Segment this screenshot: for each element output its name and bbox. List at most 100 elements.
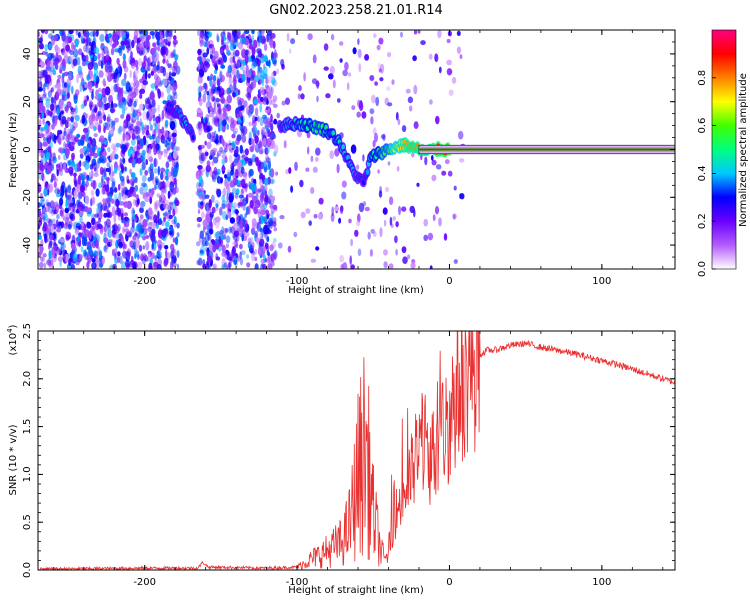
spectrogram-noise-cell [273, 227, 278, 232]
spectrogram-noise-cell [234, 49, 240, 57]
spectrogram-noise-cell [107, 241, 112, 247]
spectrogram-noise-cell [104, 220, 107, 227]
spectrogram-noise-cell [91, 91, 94, 100]
spectrogram-noise-cell [51, 123, 55, 130]
spectrogram-noise-cell [224, 174, 227, 179]
spectrogram-noise-cell [239, 243, 243, 250]
spectrogram-noise-cell [273, 59, 277, 67]
spectrogram-noise-cell [146, 111, 150, 119]
spectrogram-noise-cell [61, 81, 66, 89]
spectrogram-noise-cell [221, 158, 226, 166]
spectrogram-noise-cell [131, 132, 136, 141]
spectrogram-noise-cell [236, 69, 240, 80]
spectrogram-noise-cell [80, 104, 85, 109]
spectrogram-noise-cell [210, 54, 213, 60]
spectrogram-noise-cell [259, 192, 265, 203]
spectrogram-noise-cell [53, 134, 57, 144]
spectrogram-noise-cell [257, 188, 262, 193]
spectrogram-noise-cell [225, 243, 230, 249]
spectrogram-noise-cell [234, 159, 238, 165]
spectrogram-noise-cell [459, 193, 465, 200]
spectrogram-noise-cell [144, 124, 148, 131]
spectrogram-noise-cell [221, 264, 227, 269]
spectrogram-noise-cell [61, 242, 65, 252]
spectrogram-noise-cell [259, 103, 263, 113]
snr-y-multiplier-close: ) [8, 324, 19, 328]
spectrogram-noise-cell [92, 196, 96, 204]
spectrogram-noise-cell [98, 119, 103, 124]
spectrogram-noise-cell [48, 250, 52, 260]
spectrogram-noise-cell [257, 93, 262, 99]
spectrogram-noise-cell [98, 115, 104, 120]
spectrogram-noise-cell [209, 211, 214, 218]
spectrogram-noise-cell [167, 155, 173, 160]
spectrogram-noise-cell [372, 231, 377, 237]
spectrogram-noise-cell [231, 140, 237, 149]
spectrogram-noise-cell [104, 30, 108, 35]
spectrogram-noise-cell [361, 111, 367, 119]
spectrogram-noise-cell [132, 235, 137, 241]
spectrogram-noise-cell [263, 166, 268, 173]
spectrogram-noise-cell [265, 154, 270, 164]
spectrogram-noise-cell [51, 115, 56, 124]
spectrogram-noise-cell [124, 166, 127, 172]
spectrogram-noise-cell [221, 203, 226, 210]
spectrogram-noise-cell [270, 195, 276, 203]
spectrogram-signal-cell [191, 134, 195, 141]
spectrogram-noise-cell [236, 61, 241, 68]
spectrogram-noise-cell [215, 59, 221, 65]
spectrogram-noise-cell [226, 209, 230, 214]
spectrogram-noise-cell [248, 69, 251, 75]
spectrogram-noise-cell [409, 105, 413, 112]
spectrogram-noise-cell [131, 158, 135, 168]
spectrogram-noise-cell [130, 255, 134, 262]
spectrogram-noise-cell [339, 41, 344, 46]
spectrogram-noise-cell [106, 116, 111, 123]
spectrogram-noise-cell [233, 74, 237, 83]
spectrogram-noise-cell [67, 117, 71, 122]
spectrogram-noise-cell [68, 122, 72, 127]
spectrogram-noise-cell [209, 155, 213, 161]
spectrogram-noise-cell [94, 213, 99, 218]
spectrogram-noise-cell [44, 124, 49, 131]
spectrogram-y-tick-label: 20 [22, 95, 33, 108]
spectrogram-noise-cell [106, 74, 112, 83]
spectrogram-noise-cell [199, 192, 204, 201]
spectrogram-noise-cell [126, 179, 130, 184]
spectrogram-noise-cell [57, 134, 62, 144]
spectrogram-noise-cell [57, 222, 61, 230]
spectrogram-noise-cell [122, 59, 127, 69]
spectrogram-noise-cell [173, 177, 177, 185]
snr-y-tick-label: 0.5 [22, 514, 33, 530]
spectrogram-noise-cell [176, 250, 180, 258]
spectrogram-noise-cell [90, 44, 94, 51]
spectrogram-noise-cell [76, 184, 81, 193]
colorbar-tick-label: 0.8 [697, 70, 708, 86]
spectrogram-noise-cell [198, 98, 203, 107]
spectrogram-noise-cell [121, 78, 127, 87]
spectrogram-noise-cell [118, 45, 123, 50]
spectrogram-noise-cell [173, 60, 178, 70]
spectrogram-noise-cell [391, 79, 395, 85]
spectrogram-noise-cell [134, 238, 140, 249]
spectrogram-noise-cell [316, 95, 319, 103]
spectrogram-noise-cell [137, 112, 140, 118]
spectrogram-noise-cell [100, 42, 105, 51]
spectrogram-noise-cell [87, 81, 93, 91]
spectrogram-noise-cell [161, 46, 167, 55]
spectrogram-noise-cell [89, 99, 93, 106]
spectrogram-noise-cell [90, 196, 96, 206]
spectrogram-noise-cell [76, 221, 81, 227]
spectrogram-noise-cell [212, 156, 219, 164]
spectrogram-noise-cell [199, 230, 204, 239]
spectrogram-noise-cell [127, 148, 132, 158]
spectrogram-noise-cell [215, 188, 219, 195]
spectrogram-noise-cell [362, 201, 367, 207]
figure-title: GN02.2023.258.21.01.R14 [269, 3, 443, 18]
spectrogram-noise-cell [202, 225, 206, 233]
spectrogram-noise-cell [77, 48, 83, 56]
spectrogram-noise-cell [176, 263, 180, 269]
spectrogram-noise-cell [338, 217, 342, 224]
spectrogram-noise-cell [383, 219, 387, 227]
spectrogram-noise-cell [124, 37, 128, 46]
